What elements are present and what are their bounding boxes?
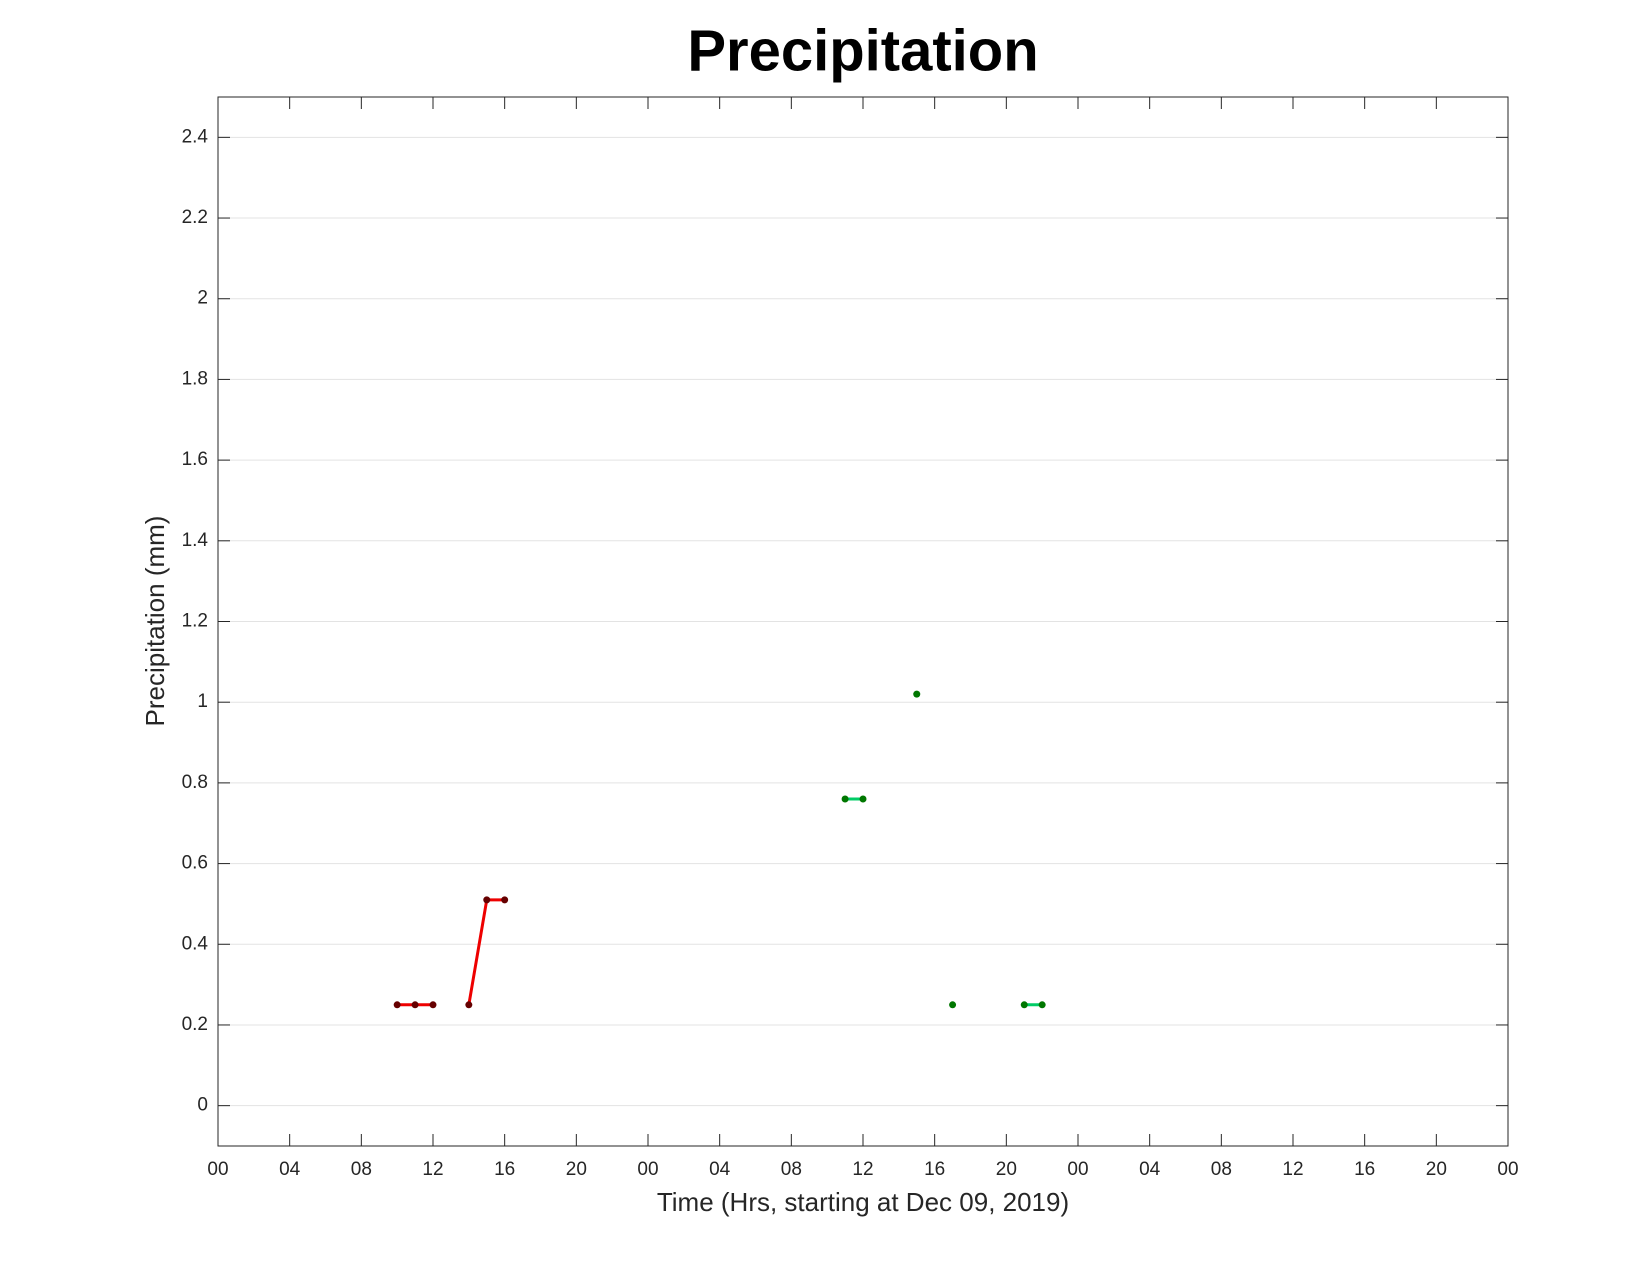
y-tick-label: 1.4 xyxy=(182,530,209,551)
data-point xyxy=(429,1001,437,1009)
plot-frame xyxy=(217,96,1509,1147)
x-tick-label: 08 xyxy=(781,1159,802,1180)
x-tick-label: 16 xyxy=(1354,1159,1375,1180)
x-tick-label: 20 xyxy=(566,1159,587,1180)
x-tick-label: 12 xyxy=(852,1159,873,1180)
x-tick-label: 04 xyxy=(709,1159,731,1180)
y-tick-label: 0.6 xyxy=(182,853,208,874)
y-axis-label: Precipitation (mm) xyxy=(140,516,170,727)
x-tick-label: 20 xyxy=(996,1159,1017,1180)
x-tick-label: 00 xyxy=(207,1159,228,1180)
x-tick-label: 04 xyxy=(279,1159,301,1180)
data-point xyxy=(1020,1001,1028,1009)
x-tick-label: 04 xyxy=(1139,1159,1161,1180)
chart-title: Precipitation xyxy=(687,18,1038,83)
x-tick-label: 00 xyxy=(1067,1159,1088,1180)
data-point xyxy=(1038,1001,1046,1009)
y-tick-label: 1.6 xyxy=(182,449,208,470)
y-tick-label: 1.8 xyxy=(182,368,208,389)
data-point xyxy=(949,1001,957,1009)
y-tick-label: 2.2 xyxy=(182,207,208,228)
y-tick-label: 2 xyxy=(197,288,208,309)
x-tick-label: 20 xyxy=(1426,1159,1447,1180)
data-point xyxy=(859,795,867,803)
data-point xyxy=(841,795,849,803)
y-tick-label: 1.2 xyxy=(182,611,208,632)
x-tick-label: 00 xyxy=(637,1159,658,1180)
y-tick-label: 0.4 xyxy=(182,933,209,954)
y-tick-label: 0.8 xyxy=(182,772,208,793)
data-point xyxy=(501,896,509,904)
data-point xyxy=(483,896,491,904)
y-tick-label: 0.2 xyxy=(182,1014,208,1035)
x-tick-label: 08 xyxy=(351,1159,372,1180)
data-point xyxy=(411,1001,419,1009)
y-tick-label: 2.4 xyxy=(182,126,209,147)
data-point xyxy=(465,1001,473,1009)
y-tick-label: 0 xyxy=(197,1095,208,1116)
y-tick-label: 1 xyxy=(197,691,208,712)
x-tick-label: 16 xyxy=(494,1159,515,1180)
x-tick-label: 00 xyxy=(1497,1159,1518,1180)
x-tick-label: 08 xyxy=(1211,1159,1232,1180)
data-point xyxy=(393,1001,401,1009)
x-tick-label: 16 xyxy=(924,1159,945,1180)
x-tick-label: 12 xyxy=(422,1159,443,1180)
x-tick-label: 12 xyxy=(1282,1159,1303,1180)
data-point xyxy=(913,690,921,698)
x-axis-label: Time (Hrs, starting at Dec 09, 2019) xyxy=(657,1187,1069,1217)
